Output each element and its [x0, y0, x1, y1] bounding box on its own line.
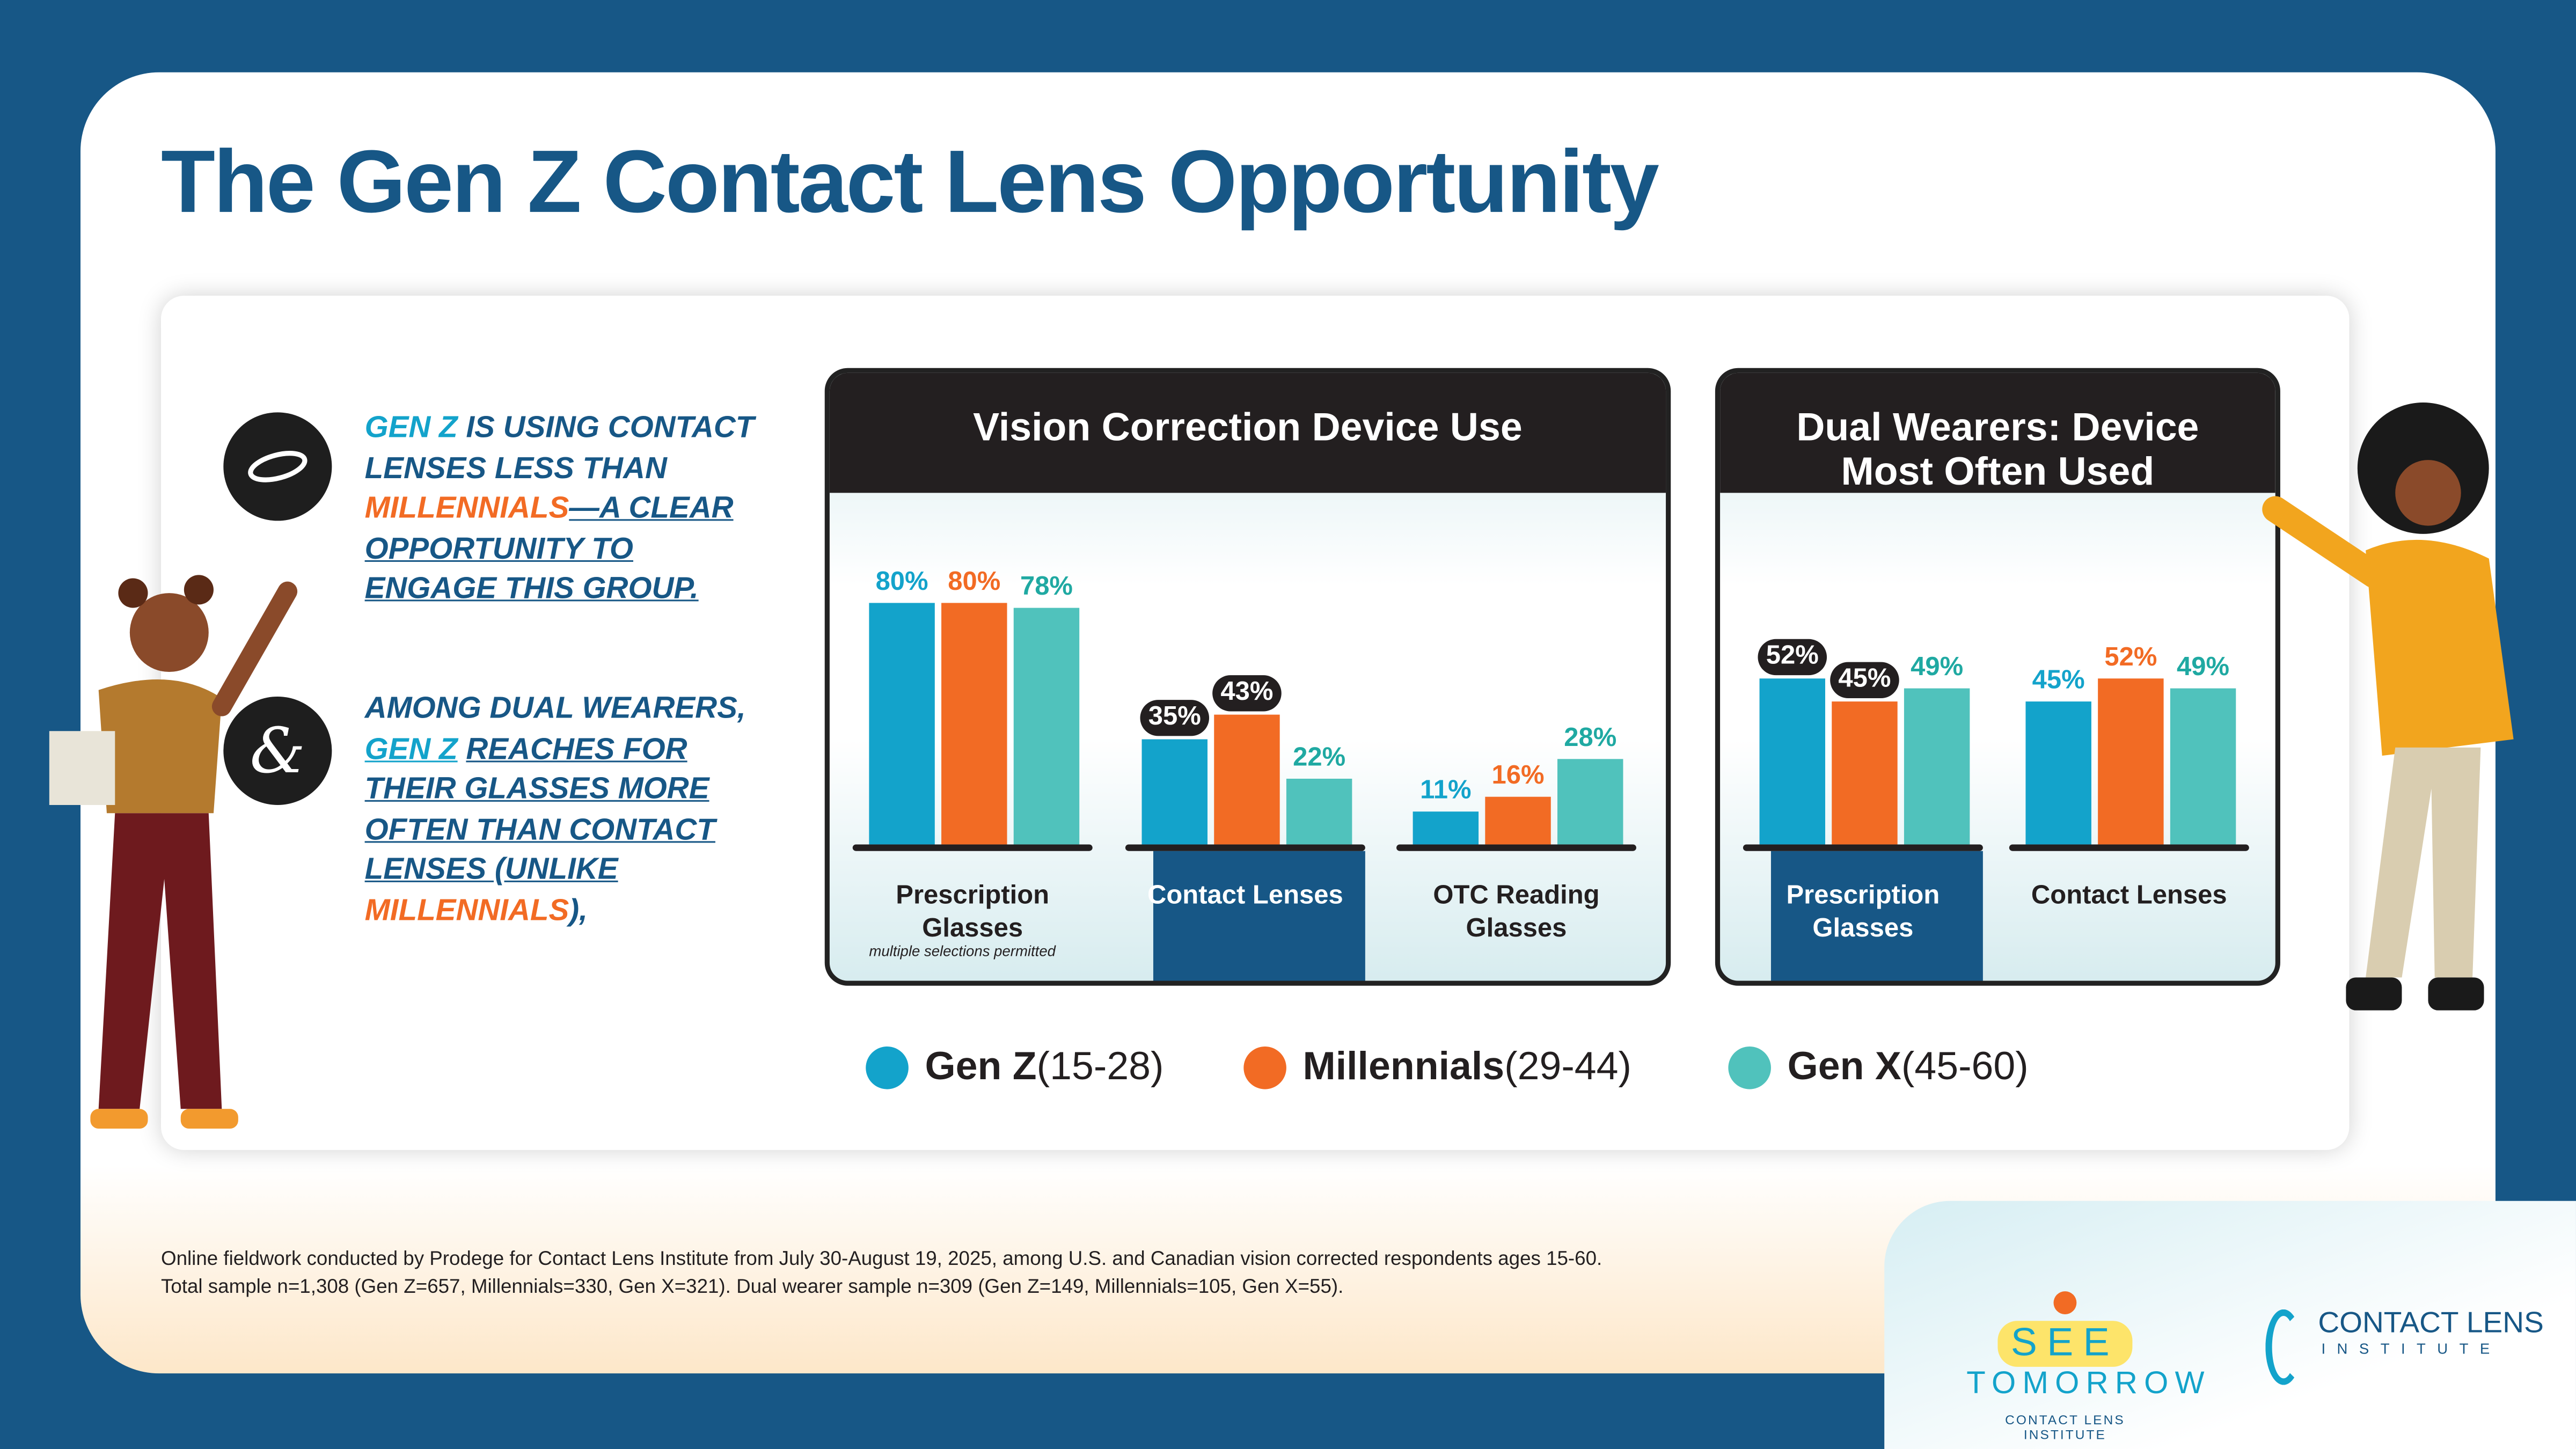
value-label: 11%	[1420, 777, 1472, 805]
value-label: 22%	[1293, 743, 1346, 772]
category-label: Prescription Glasses	[896, 882, 1050, 943]
value-label: 43%	[1212, 675, 1282, 712]
millennials-text: MILLENNIALS	[364, 891, 569, 926]
legend-label: Gen Z	[925, 1044, 1037, 1089]
contact-lens-icon	[223, 412, 332, 521]
logo-tomorrow: TOMORROW	[1966, 1366, 2211, 1402]
gen-z-text: GEN Z	[364, 730, 458, 765]
bar-gen-0	[869, 602, 935, 845]
baseline	[1125, 844, 1365, 851]
bar-gen-1	[2170, 688, 2236, 845]
millennials-text: MILLENNIALS	[364, 489, 569, 524]
cli-logo-icon	[2265, 1309, 2302, 1385]
chart-title: Vision Correction Device Use	[829, 372, 1666, 493]
legend-millennials: Millennials (29-44)	[1243, 1045, 1631, 1091]
bar-gen-1	[1141, 738, 1208, 845]
chart-title: Dual Wearers: Device Most Often Used	[1720, 372, 2275, 494]
logo-sub: CONTACT LENS INSTITUTE	[2005, 1413, 2125, 1443]
bar-gen-0	[1759, 678, 1825, 845]
bar-millennials-1	[1214, 714, 1280, 845]
logo-see: SEE	[1997, 1321, 2133, 1367]
bullet-2: AMONG DUAL WEARERS, GEN Z REACHES FOR TH…	[365, 689, 775, 930]
baseline	[1743, 844, 1983, 851]
footnote-line: Online fieldwork conducted by Prodege fo…	[160, 1247, 1602, 1270]
chart-note: multiple selections permitted	[869, 943, 1056, 960]
value-label: 80%	[875, 568, 928, 596]
bar-gen-0	[1013, 609, 1080, 845]
bar-millennials-2	[1485, 796, 1551, 845]
value-label: 35%	[1140, 699, 1210, 736]
bullet-1: GEN Z IS USING CONTACT LENSES LESS THAN …	[365, 407, 759, 609]
illustration-boy	[2262, 402, 2514, 1011]
legend-swatch	[1243, 1046, 1286, 1089]
logo-area: SEE TOMORROW CONTACT LENS INSTITUTE CONT…	[1884, 1201, 2576, 1449]
chart-dual-wearers: Dual Wearers: Device Most Often Used 52%…	[1715, 368, 2280, 986]
legend-gen-x: Gen X (45-60)	[1728, 1044, 2029, 1091]
bullet-text: AMONG DUAL WEARERS,	[364, 690, 746, 724]
highlight-box	[1770, 851, 1983, 981]
value-label: 52%	[1758, 639, 1827, 676]
ampersand-icon: &	[223, 696, 332, 805]
bar-gen-2	[1413, 811, 1479, 845]
baseline	[852, 844, 1093, 851]
gen-z-text: GEN Z	[364, 409, 458, 444]
illustration-girl	[49, 575, 298, 1129]
logo-cli-text: CONTACT LENS	[2318, 1306, 2544, 1339]
legend-gen-z: Gen Z (15-28)	[866, 1044, 1164, 1091]
bullet-text: IS USING CONTACT LENSES LESS THAN	[364, 409, 755, 484]
sun-icon	[2053, 1291, 2077, 1314]
bullet-text: REACHES FOR THEIR GLASSES MORE OFTEN THA…	[364, 730, 715, 885]
legend-label: Millennials	[1302, 1044, 1505, 1089]
bar-millennials-1	[2098, 678, 2164, 845]
page-title: The Gen Z Contact Lens Opportunity	[160, 133, 1659, 232]
value-label: 45%	[2032, 666, 2085, 694]
footnote: Online fieldwork conducted by Prodege fo…	[161, 1245, 1602, 1301]
bar-gen-1	[2025, 701, 2091, 845]
value-label: 49%	[2177, 654, 2230, 682]
value-label: 52%	[2104, 644, 2157, 672]
value-label: 28%	[1564, 725, 1617, 753]
value-label: 45%	[1830, 661, 1899, 698]
value-label: 78%	[1020, 574, 1073, 602]
value-label: 16%	[1491, 762, 1545, 790]
bar-gen-2	[1557, 759, 1623, 845]
chart-vision-correction: Vision Correction Device Use 80% 80% 78% Pr…	[824, 368, 1671, 986]
legend-label: Gen X	[1787, 1044, 1901, 1089]
highlight-box	[1153, 851, 1365, 981]
bar-millennials-0	[941, 602, 1007, 845]
category-label: OTC Reading Glasses	[1433, 882, 1600, 943]
legend-swatch	[866, 1046, 909, 1089]
value-label: 49%	[1911, 654, 1964, 682]
category-label: Contact Lenses	[1147, 882, 1343, 910]
logo-cli-sub: INSTITUTE	[2321, 1340, 2501, 1357]
category-label: Contact Lenses	[2031, 882, 2227, 910]
baseline	[1396, 844, 1636, 851]
baseline	[2009, 844, 2249, 851]
footnote-line: Total sample n=1,308 (Gen Z=657, Millenn…	[160, 1275, 1344, 1298]
bullet-text: —A CLEAR OPPORTUNITY TO ENGAGE THIS GROU…	[364, 489, 734, 605]
cli-logo: CONTACT LENS INSTITUTE	[2265, 1306, 2544, 1385]
legend-range: (45-60)	[1901, 1044, 2029, 1089]
see-tomorrow-logo: SEE TOMORROW CONTACT LENS INSTITUTE	[1966, 1291, 2211, 1443]
value-label: 80%	[948, 568, 1001, 596]
legend-swatch	[1728, 1046, 1771, 1089]
bar-gen-1	[1286, 778, 1352, 845]
category-label: Prescription Glasses	[1786, 882, 1940, 943]
legend-range: (29-44)	[1504, 1044, 1632, 1089]
legend-range: (15-28)	[1036, 1044, 1164, 1089]
bullet-text: ),	[569, 891, 588, 926]
bar-gen-0	[1904, 688, 1970, 845]
bar-millennials-0	[1832, 701, 1898, 845]
